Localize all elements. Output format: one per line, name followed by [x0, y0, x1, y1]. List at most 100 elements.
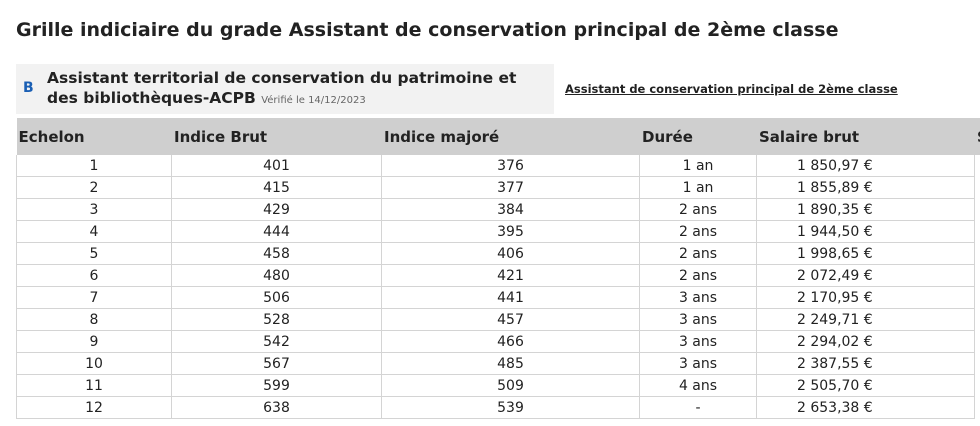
cell-indice-majore: 395	[381, 220, 640, 243]
table-row: 2 415 377 1 an 1 855,89 €	[16, 176, 980, 199]
column-header-salaire-brut: Salaire brut	[756, 118, 975, 155]
column-header-echelon: Echelon	[16, 118, 172, 155]
cell-duree: 3 ans	[639, 286, 757, 309]
cell-truncated	[975, 397, 980, 419]
cell-salaire-brut: 2 249,71 €	[756, 308, 975, 331]
cell-truncated	[975, 199, 980, 221]
cell-echelon: 4	[16, 220, 172, 243]
cell-indice-majore: 376	[381, 155, 640, 177]
table-body: 1 401 376 1 an 1 850,97 €2 415 377 1 an 1 855,89…	[16, 155, 980, 419]
verified-date: Vérifié le 14/12/2023	[261, 95, 366, 106]
cell-indice-brut: 415	[171, 176, 382, 199]
cell-duree: 2 ans	[639, 198, 757, 221]
cell-indice-majore: 466	[381, 330, 640, 353]
cell-salaire-brut: 1 850,97 €	[756, 155, 975, 177]
cell-indice-brut: 542	[171, 330, 382, 353]
cell-indice-majore: 384	[381, 198, 640, 221]
cell-duree: 2 ans	[639, 220, 757, 243]
column-header-truncated: S	[974, 118, 980, 155]
cell-indice-majore: 457	[381, 308, 640, 331]
cell-echelon: 11	[16, 374, 172, 397]
cell-duree: -	[639, 396, 757, 419]
cell-salaire-brut: 1 890,35 €	[756, 198, 975, 221]
table-row: 4 444 395 2 ans 1 944,50 €	[16, 220, 980, 243]
cell-indice-brut: 444	[171, 220, 382, 243]
cell-truncated	[975, 287, 980, 309]
cell-indice-brut: 567	[171, 352, 382, 375]
column-header-indice-majore: Indice majoré	[381, 118, 640, 155]
grade-link[interactable]: Assistant de conservation principal de 2…	[565, 82, 898, 96]
grade-name: Assistant territorial de conservation du…	[47, 68, 516, 111]
table-row: 8 528 457 3 ans 2 249,71 €	[16, 308, 980, 331]
cell-indice-majore: 539	[381, 396, 640, 419]
grade-card: B Assistant territorial de conservation …	[16, 64, 554, 114]
cell-salaire-brut: 1 944,50 €	[756, 220, 975, 243]
cell-echelon: 8	[16, 308, 172, 331]
cell-truncated	[975, 331, 980, 353]
cell-indice-brut: 401	[171, 155, 382, 177]
column-header-indice-brut: Indice Brut	[171, 118, 382, 155]
cell-indice-brut: 638	[171, 396, 382, 419]
cell-salaire-brut: 2 505,70 €	[756, 374, 975, 397]
cell-echelon: 7	[16, 286, 172, 309]
cell-salaire-brut: 2 072,49 €	[756, 264, 975, 287]
table-row: 12 638 539-2 653,38 €	[16, 396, 980, 419]
cell-indice-brut: 599	[171, 374, 382, 397]
cell-echelon: 12	[16, 396, 172, 419]
cell-truncated	[975, 265, 980, 287]
cell-indice-majore: 377	[381, 176, 640, 199]
cell-echelon: 1	[16, 155, 172, 177]
table-row: 6 480 421 2 ans 2 072,49 €	[16, 264, 980, 287]
cell-duree: 1 an	[639, 176, 757, 199]
cell-truncated	[975, 353, 980, 375]
cell-salaire-brut: 1 998,65 €	[756, 242, 975, 265]
category-badge: B	[23, 80, 34, 96]
cell-indice-majore: 421	[381, 264, 640, 287]
cell-indice-brut: 528	[171, 308, 382, 331]
cell-duree: 1 an	[639, 155, 757, 177]
cell-echelon: 5	[16, 242, 172, 265]
cell-indice-brut: 429	[171, 198, 382, 221]
table-row: 11 599 509 4 ans 2 505,70 €	[16, 374, 980, 397]
cell-duree: 4 ans	[639, 374, 757, 397]
cell-echelon: 6	[16, 264, 172, 287]
cell-duree: 3 ans	[639, 330, 757, 353]
cell-echelon: 9	[16, 330, 172, 353]
cell-truncated	[975, 243, 980, 265]
cell-duree: 2 ans	[639, 264, 757, 287]
cell-truncated	[975, 177, 980, 199]
cell-salaire-brut: 2 294,02 €	[756, 330, 975, 353]
cell-salaire-brut: 1 855,89 €	[756, 176, 975, 199]
column-header-duree: Durée	[639, 118, 757, 155]
table-row: 5 458 406 2 ans 1 998,65 €	[16, 242, 980, 265]
cell-salaire-brut: 2 170,95 €	[756, 286, 975, 309]
cell-indice-majore: 441	[381, 286, 640, 309]
table-header-row: Echelon Indice Brut Indice majoré Durée …	[16, 118, 980, 155]
cell-truncated	[975, 155, 980, 177]
salary-grid-wrapper: Echelon Indice Brut Indice majoré Durée …	[16, 118, 980, 419]
table-row: 9 542 466 3 ans 2 294,02 €	[16, 330, 980, 353]
cell-duree: 2 ans	[639, 242, 757, 265]
cell-indice-brut: 480	[171, 264, 382, 287]
cell-truncated	[975, 375, 980, 397]
cell-indice-brut: 506	[171, 286, 382, 309]
cell-salaire-brut: 2 653,38 €	[756, 396, 975, 419]
cell-echelon: 3	[16, 198, 172, 221]
cell-indice-majore: 509	[381, 374, 640, 397]
grade-name-line2: des bibliothèques-ACPB	[47, 89, 256, 107]
page-title: Grille indiciaire du grade Assistant de …	[16, 19, 839, 41]
cell-indice-brut: 458	[171, 242, 382, 265]
cell-duree: 3 ans	[639, 352, 757, 375]
salary-grid: Echelon Indice Brut Indice majoré Durée …	[16, 118, 980, 419]
cell-truncated	[975, 221, 980, 243]
cell-salaire-brut: 2 387,55 €	[756, 352, 975, 375]
table-row: 10 567 485 3 ans 2 387,55 €	[16, 352, 980, 375]
table-row: 7 506 441 3 ans 2 170,95 €	[16, 286, 980, 309]
cell-duree: 3 ans	[639, 308, 757, 331]
cell-truncated	[975, 309, 980, 331]
cell-echelon: 10	[16, 352, 172, 375]
table-row: 1 401 376 1 an 1 850,97 €	[16, 155, 980, 177]
grade-name-line1: Assistant territorial de conservation du…	[47, 69, 517, 87]
table-row: 3 429 384 2 ans 1 890,35 €	[16, 198, 980, 221]
cell-indice-majore: 485	[381, 352, 640, 375]
